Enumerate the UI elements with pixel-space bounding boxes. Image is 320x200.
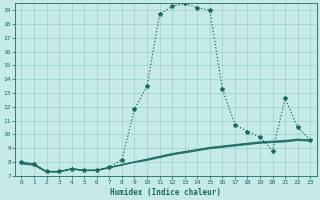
- X-axis label: Humidex (Indice chaleur): Humidex (Indice chaleur): [110, 188, 221, 197]
